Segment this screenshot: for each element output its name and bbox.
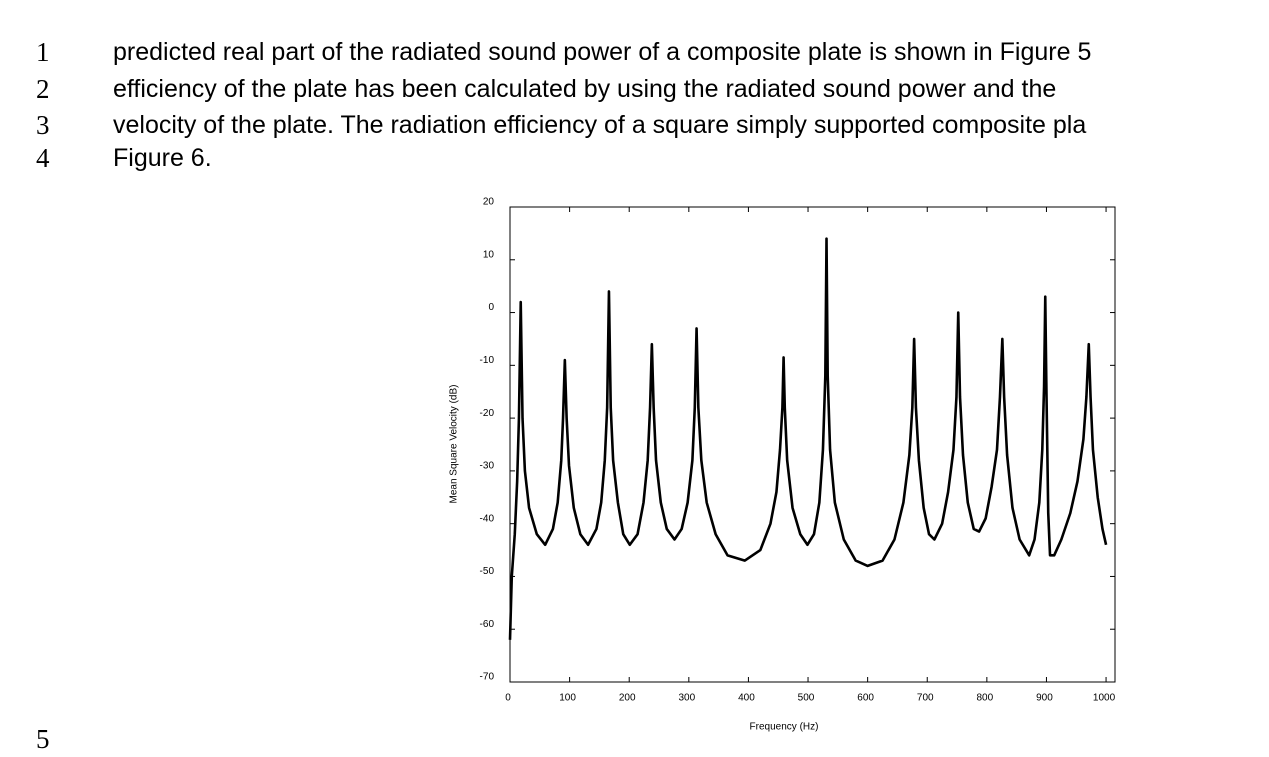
x-tick-label: 700 — [917, 693, 934, 704]
y-tick-label: -20 — [480, 408, 495, 419]
line-number: 2 — [36, 74, 50, 104]
text-line: predicted real part of the radiated soun… — [113, 38, 1092, 66]
y-tick-label: -40 — [480, 513, 495, 524]
x-tick-label: 200 — [619, 693, 636, 704]
y-tick-label: -60 — [480, 619, 495, 630]
x-tick-label: 800 — [977, 693, 994, 704]
y-tick-label: -70 — [480, 672, 495, 683]
y-tick-label: 0 — [488, 302, 494, 313]
x-tick-label: 500 — [798, 693, 815, 704]
x-tick-label: 600 — [857, 693, 874, 704]
x-axis-label: Frequency (Hz) — [750, 722, 819, 733]
x-tick-label: 0 — [505, 693, 511, 704]
line-number: 3 — [36, 110, 50, 140]
y-tick-label: 10 — [483, 249, 495, 260]
text-line: efficiency of the plate has been calcula… — [113, 75, 1057, 103]
y-tick-label: -30 — [480, 461, 495, 472]
x-tick-label: 100 — [559, 693, 576, 704]
line-number: 1 — [36, 37, 50, 67]
plot-frame — [509, 206, 1116, 683]
y-tick-label: 20 — [483, 197, 495, 208]
line-number: 4 — [36, 143, 50, 173]
y-axis-label: Mean Square Velocity (dB) — [449, 385, 460, 504]
data-line — [508, 237, 1108, 640]
y-tick-label: -50 — [480, 566, 495, 577]
x-tick-label: 400 — [738, 693, 755, 704]
text-line: Figure 6. — [113, 144, 212, 172]
x-tick-label: 900 — [1036, 693, 1053, 704]
x-tick-label: 300 — [678, 693, 695, 704]
y-tick-label: -10 — [480, 355, 495, 366]
x-tick-label: 1000 — [1093, 693, 1116, 704]
line-number: 5 — [36, 724, 50, 754]
text-line: velocity of the plate. The radiation eff… — [113, 111, 1087, 139]
